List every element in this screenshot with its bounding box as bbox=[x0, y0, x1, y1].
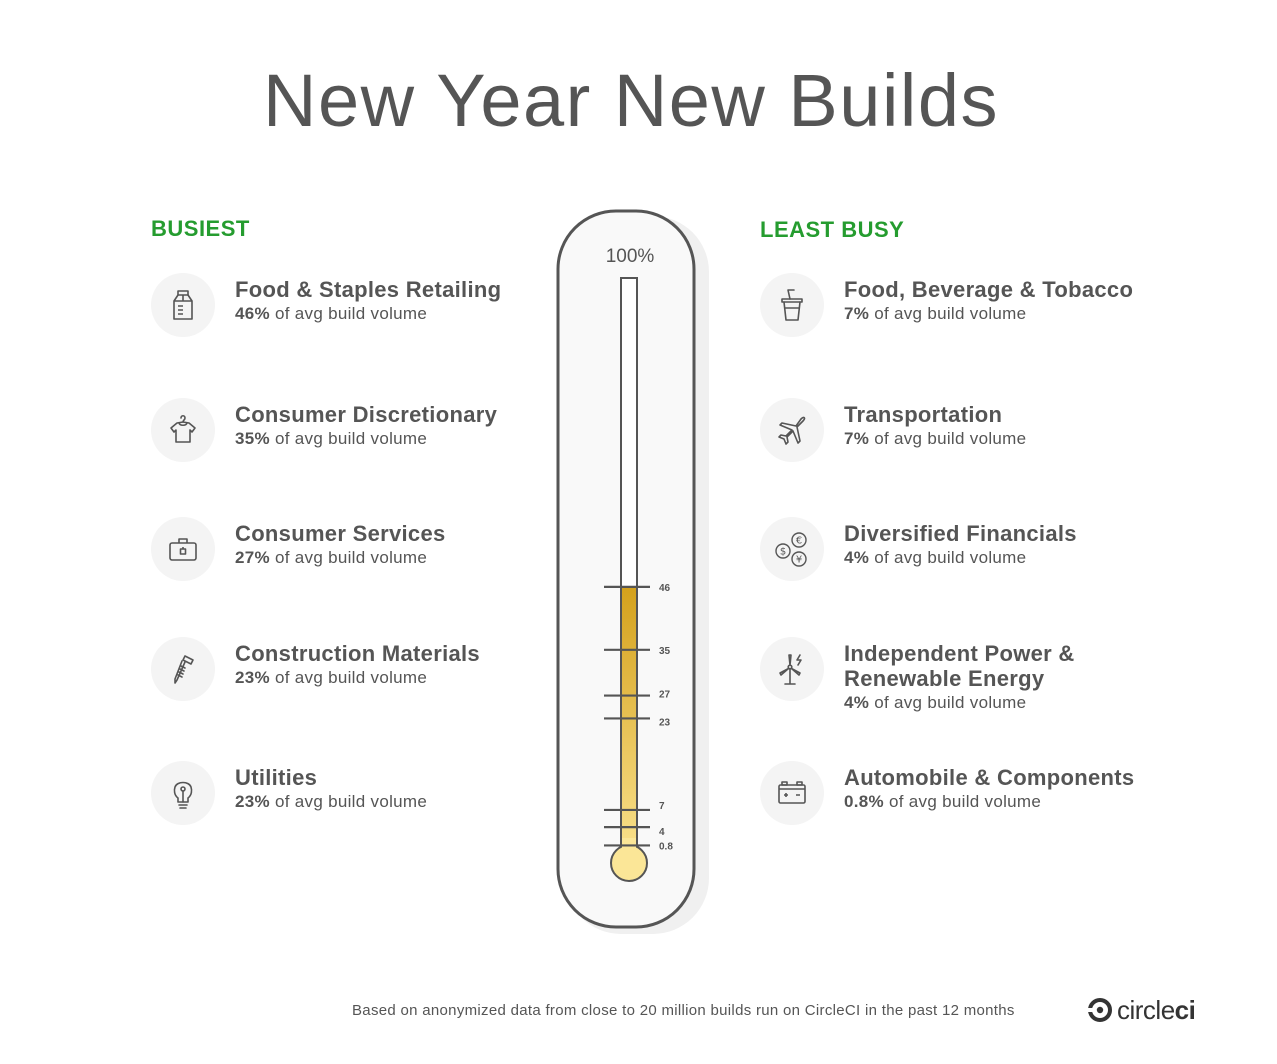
car-battery-icon bbox=[760, 761, 824, 825]
svg-text:¥: ¥ bbox=[796, 555, 802, 566]
svg-text:€: € bbox=[796, 536, 802, 547]
item-percent: 35% bbox=[235, 429, 270, 448]
item-stat-suffix: of avg build volume bbox=[869, 429, 1027, 448]
page-title: New Year New Builds bbox=[263, 59, 999, 142]
item-stat: 35% of avg build volume bbox=[235, 429, 565, 449]
drink-cup-icon bbox=[760, 273, 824, 337]
item-percent: 7% bbox=[844, 429, 870, 448]
item-stat-suffix: of avg build volume bbox=[269, 304, 428, 323]
tick-label: 7 bbox=[659, 801, 665, 812]
item-percent: 4% bbox=[844, 693, 870, 712]
tick-label: 4 bbox=[659, 827, 665, 838]
item-stat-suffix: of avg build volume bbox=[883, 792, 1042, 811]
circleci-wordmark: circleci bbox=[1117, 994, 1196, 1026]
item-percent: 23% bbox=[235, 668, 270, 687]
brand-bold: ci bbox=[1174, 994, 1196, 1025]
item-stat-suffix: of avg build volume bbox=[269, 668, 428, 687]
item-percent: 23% bbox=[235, 792, 270, 811]
item-title: Construction Materials bbox=[235, 641, 480, 666]
tick-label: 23 bbox=[659, 717, 671, 728]
footer-note: Based on anonymized data from close to 2… bbox=[352, 1002, 1015, 1019]
item-title: Automobile & Components bbox=[844, 765, 1135, 790]
item-stat: 4% of avg build volume bbox=[844, 548, 1174, 568]
tick-label: 27 bbox=[659, 690, 671, 701]
busiest-heading: BUSIEST bbox=[151, 216, 250, 241]
item-title: Transportation bbox=[844, 402, 1003, 427]
item-stat-suffix: of avg build volume bbox=[269, 548, 428, 567]
item-title-line2: Renewable Energy bbox=[844, 666, 1045, 691]
item-title: Consumer Services bbox=[235, 521, 446, 546]
lightbulb-icon bbox=[151, 761, 215, 825]
item-stat: 7% of avg build volume bbox=[844, 304, 1174, 324]
item-title: Food, Beverage & Tobacco bbox=[844, 277, 1134, 302]
item-title: Utilities bbox=[235, 765, 318, 790]
briefcase-icon bbox=[151, 517, 215, 581]
item-stat-suffix: of avg build volume bbox=[869, 548, 1027, 567]
shirt-on-hanger-icon bbox=[151, 398, 215, 462]
item-percent: 4% bbox=[844, 548, 870, 567]
item-stat-suffix: of avg build volume bbox=[869, 304, 1027, 323]
item-stat: 0.8% of avg build volume bbox=[844, 792, 1174, 812]
item-stat-suffix: of avg build volume bbox=[869, 693, 1027, 712]
screw-icon bbox=[151, 637, 215, 701]
airplane-icon bbox=[760, 398, 824, 462]
milk-carton-icon bbox=[151, 273, 215, 337]
tick-group: 46 35 27 23 7 4 0.8 bbox=[604, 583, 673, 852]
least-busy-heading: LEAST BUSY bbox=[760, 217, 905, 242]
thermometer-neck bbox=[622, 838, 636, 862]
thermometer-fill bbox=[622, 586, 636, 862]
item-title: Food & Staples Retailing bbox=[235, 277, 502, 302]
item-percent: 7% bbox=[844, 304, 870, 323]
currency-coins-icon: € $ ¥ bbox=[760, 517, 824, 581]
item-stat-suffix: of avg build volume bbox=[269, 792, 428, 811]
item-title: Consumer Discretionary bbox=[235, 402, 498, 427]
item-stat: 23% of avg build volume bbox=[235, 668, 565, 688]
thermometer-max-label: 100% bbox=[606, 246, 655, 267]
circleci-logo: circleci bbox=[1088, 994, 1196, 1026]
item-stat: 4% of avg build volume bbox=[844, 693, 1174, 713]
item-title: Diversified Financials bbox=[844, 521, 1077, 546]
tick-label: 46 bbox=[659, 583, 671, 594]
item-percent: 0.8% bbox=[844, 792, 884, 811]
item-stat: 27% of avg build volume bbox=[235, 548, 565, 568]
tick-label: 35 bbox=[659, 646, 671, 657]
tick-label: 0.8 bbox=[659, 841, 673, 852]
item-stat: 23% of avg build volume bbox=[235, 792, 565, 812]
svg-text:$: $ bbox=[780, 547, 786, 558]
circleci-logo-icon bbox=[1088, 998, 1112, 1022]
thermometer: 100% 46 35 27 23 7 4 0.8 bbox=[556, 209, 709, 934]
item-percent: 46% bbox=[235, 304, 270, 323]
item-title: Independent Power & bbox=[844, 641, 1075, 666]
item-stat-suffix: of avg build volume bbox=[269, 429, 428, 448]
item-stat: 7% of avg build volume bbox=[844, 429, 1174, 449]
item-percent: 27% bbox=[235, 548, 270, 567]
item-stat: 46% of avg build volume bbox=[235, 304, 565, 324]
wind-turbine-icon bbox=[760, 637, 824, 701]
brand-light: circle bbox=[1117, 994, 1175, 1025]
